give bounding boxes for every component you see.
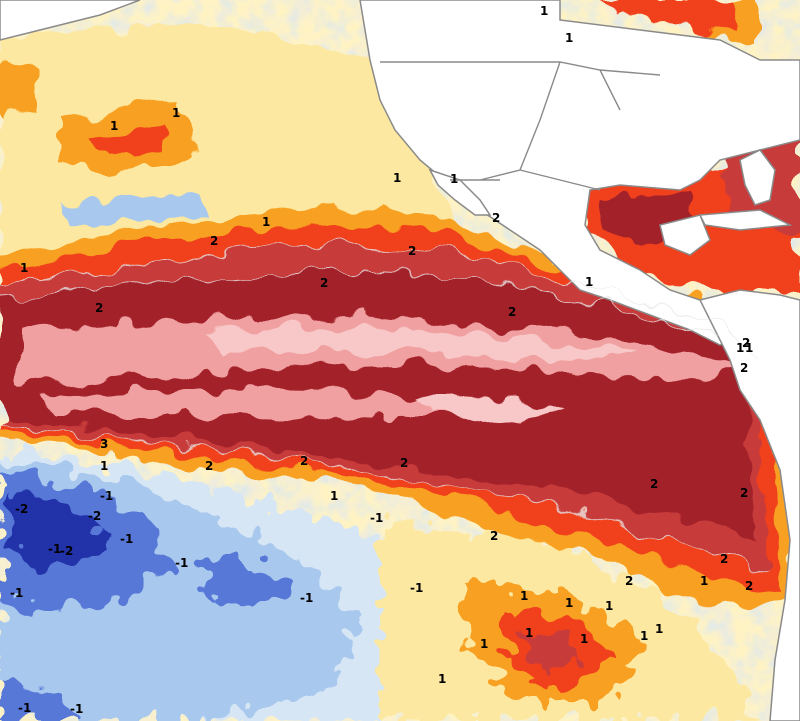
contour-label: -1 bbox=[370, 511, 383, 525]
contour-label: -2 bbox=[88, 509, 101, 523]
south-america-landmass bbox=[698, 289, 800, 721]
contour-label: 2 bbox=[408, 244, 416, 258]
anomaly-contour-lines bbox=[0, 244, 771, 571]
contour-label: -2 bbox=[60, 544, 73, 558]
border-lines bbox=[380, 61, 661, 191]
contour-label: 2 bbox=[300, 454, 308, 468]
baja-peninsula bbox=[428, 168, 492, 216]
contour-label: 2 bbox=[650, 477, 658, 491]
contour-label: -1 bbox=[10, 586, 23, 600]
contour-label: 2 bbox=[95, 301, 103, 315]
contour-label: 1 bbox=[565, 596, 573, 610]
contour-label: 1 bbox=[745, 341, 753, 355]
contour-label: -1 bbox=[70, 702, 83, 716]
contour-label: 1 bbox=[605, 599, 613, 613]
contour-label: 1 bbox=[520, 589, 528, 603]
contour-label: -1 bbox=[410, 581, 423, 595]
contour-label: 2 bbox=[508, 305, 516, 319]
contour-label: 2 bbox=[745, 579, 753, 593]
contour-label: 1 bbox=[110, 119, 118, 133]
contour-label: 2 bbox=[625, 574, 633, 588]
contour-label: 3 bbox=[100, 437, 108, 451]
contour-label: 2 bbox=[400, 456, 408, 470]
contour-label: 2 bbox=[740, 361, 748, 375]
south-east-pacific-warm-patches bbox=[380, 520, 760, 721]
contour-label: 1 bbox=[640, 629, 648, 643]
contour-label: 2 bbox=[320, 276, 328, 290]
equatorial-warm-anomaly-tongue bbox=[0, 205, 790, 610]
contour-label: 2 bbox=[492, 211, 500, 225]
contour-label: 1 bbox=[565, 31, 573, 45]
contour-label: 1 bbox=[100, 459, 108, 473]
contour-label: 1 bbox=[480, 637, 488, 651]
contour-label: 1 bbox=[585, 275, 593, 289]
contour-label: 1 bbox=[736, 341, 744, 355]
contour-label: 1 bbox=[393, 171, 401, 185]
contour-label: 1 bbox=[580, 632, 588, 646]
contour-label: -2 bbox=[15, 502, 28, 516]
contour-label: 2 bbox=[720, 552, 728, 566]
contour-label: 2 bbox=[742, 336, 750, 350]
contour-label: 1 bbox=[450, 172, 458, 186]
cuba-island bbox=[698, 209, 793, 231]
contour-label: 1 bbox=[700, 574, 708, 588]
contour-label: -1 bbox=[48, 542, 61, 556]
contour-label: 1 bbox=[438, 672, 446, 686]
north-pacific-warm-band bbox=[0, 20, 450, 260]
contour-label: 1 bbox=[655, 622, 663, 636]
contour-label: 2 bbox=[740, 486, 748, 500]
yucatan-peninsula bbox=[659, 214, 711, 256]
contour-label: 2 bbox=[205, 459, 213, 473]
contour-label: 1 bbox=[262, 215, 270, 229]
contour-label: -1 bbox=[175, 556, 188, 570]
contour-label: -1 bbox=[100, 489, 113, 503]
contour-label: -1 bbox=[120, 532, 133, 546]
northwest-coast-landmass bbox=[0, 0, 141, 41]
contour-label: 2 bbox=[490, 529, 498, 543]
contour-label: -1 bbox=[18, 701, 31, 715]
contour-label: -1 bbox=[300, 591, 313, 605]
contour-label: 1 bbox=[172, 106, 180, 120]
contour-label: 1 bbox=[330, 489, 338, 503]
contour-label: 1 bbox=[20, 261, 28, 275]
contour-label: 1 bbox=[525, 626, 533, 640]
contour-label: 2 bbox=[210, 234, 218, 248]
florida-peninsula bbox=[739, 149, 776, 206]
contour-label: 1 bbox=[540, 4, 548, 18]
